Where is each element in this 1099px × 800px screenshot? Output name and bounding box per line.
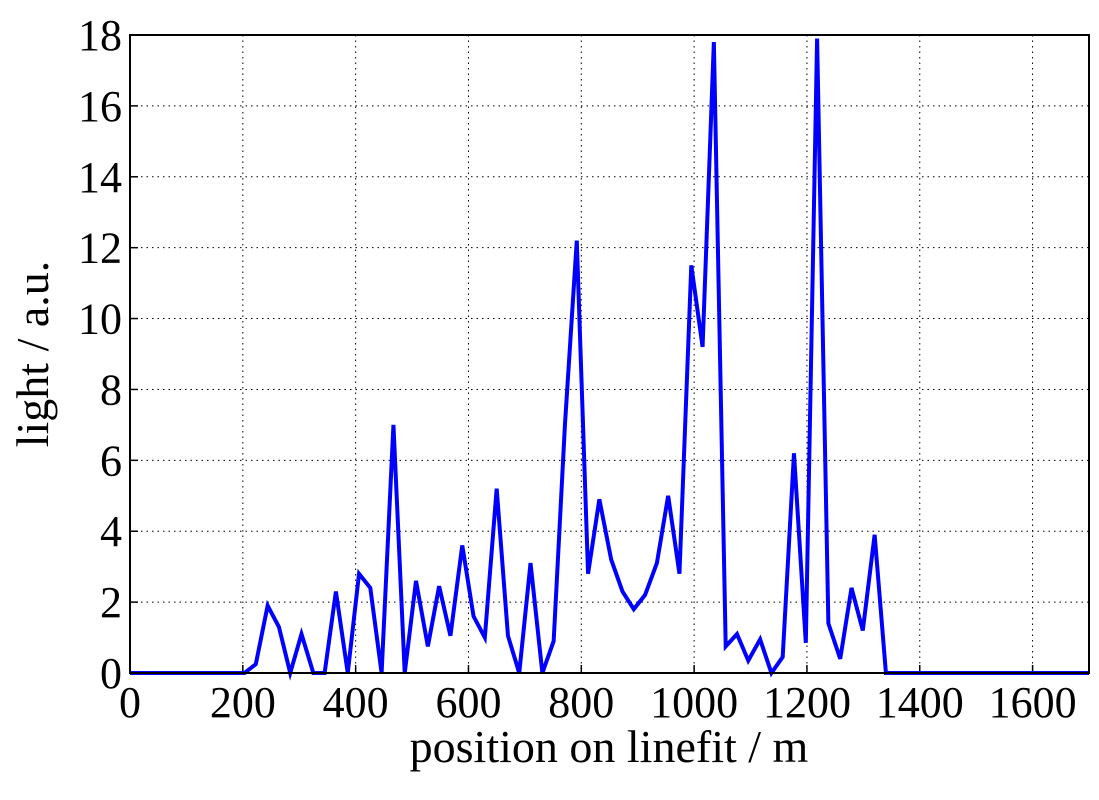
x-tick-label: 1600 <box>989 678 1077 727</box>
x-tick-label: 1400 <box>876 678 964 727</box>
y-tick-label: 18 <box>78 11 122 60</box>
x-tick-label: 800 <box>548 678 614 727</box>
y-axis-label: light / a.u. <box>7 261 58 448</box>
x-tick-label: 0 <box>119 678 141 727</box>
y-tick-label: 4 <box>100 507 122 556</box>
x-tick-label: 200 <box>210 678 276 727</box>
y-tick-label: 2 <box>100 578 122 627</box>
y-tick-label: 6 <box>100 436 122 485</box>
y-tick-label: 16 <box>78 82 122 131</box>
y-tick-label: 10 <box>78 295 122 344</box>
x-tick-label: 400 <box>323 678 389 727</box>
y-tick-label: 12 <box>78 224 122 273</box>
y-tick-label: 14 <box>78 153 122 202</box>
x-axis-label: position on linefit / m <box>410 721 809 772</box>
y-tick-label: 0 <box>100 649 122 698</box>
x-tick-label: 1000 <box>650 678 738 727</box>
plot-frame <box>129 34 1090 674</box>
x-tick-label: 600 <box>435 678 501 727</box>
data-line <box>130 38 1089 681</box>
y-tick-label: 8 <box>100 365 122 414</box>
x-tick-label: 1200 <box>763 678 851 727</box>
